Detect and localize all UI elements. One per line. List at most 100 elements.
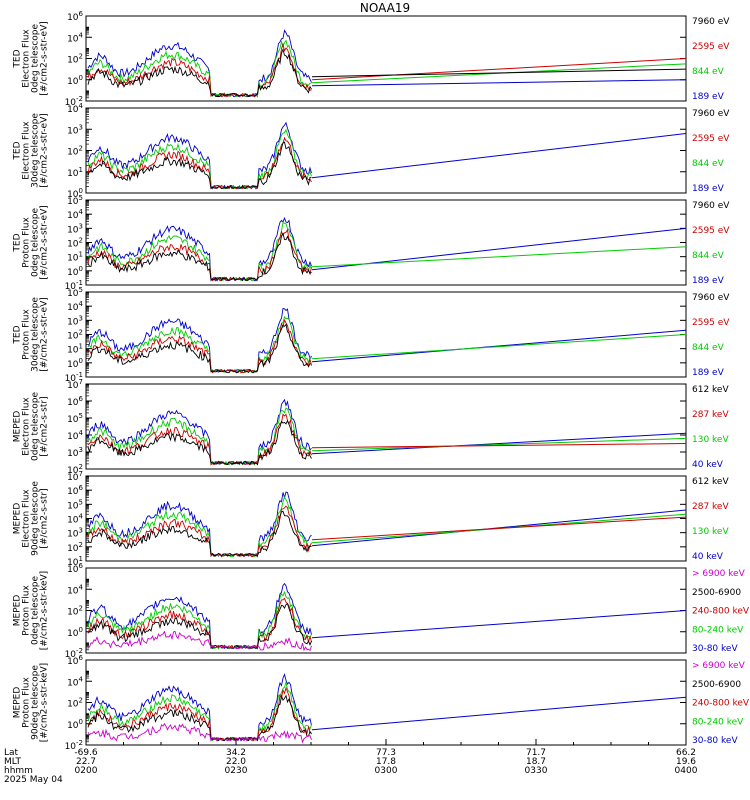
y-tick-label: 106 [67, 10, 83, 23]
y-tick-label: 103 [67, 527, 83, 540]
legend-entry: 7960 eV [692, 17, 730, 27]
y-axis-label-line: TED [13, 233, 23, 252]
x-tick-label-lat: 77.3 [376, 748, 396, 758]
y-tick-label: 101 [67, 343, 83, 356]
series-trace [87, 228, 312, 282]
y-axis-label-line: TED [13, 49, 23, 68]
series-trace [87, 39, 312, 98]
series-trace [87, 216, 312, 282]
y-tick-label: 102 [67, 605, 83, 618]
x-tick-label-time: 0200 [75, 766, 98, 776]
series-trace [87, 722, 312, 744]
legend-entry: 30-80 keV [692, 644, 738, 654]
panel-7: 10-2 100 102 104 106 MEPEDProton Flux0deg tel… [13, 562, 750, 660]
series-extension [311, 329, 686, 363]
legend-entry: 80-240 keV [692, 625, 744, 635]
y-axis-label-line: Proton Flux [22, 677, 32, 728]
y-axis-label: MEPEDElectron Flux90deg telescope[#/cm2-… [13, 481, 50, 556]
y-tick-label: 102 [67, 53, 83, 66]
series-trace [87, 315, 312, 374]
x-row-label: Lat [4, 748, 19, 758]
series-trace [87, 495, 312, 558]
y-tick-label: 106 [67, 562, 83, 575]
legend-entry: 612 keV [692, 385, 729, 395]
panel-2: 100 101 102 103 104 TEDElectron Flux30deg tel… [13, 102, 731, 200]
y-tick-label: 10-1 [65, 279, 83, 292]
x-tick-label-time: 0230 [225, 766, 248, 776]
legend-entry: 2595 eV [692, 134, 730, 144]
y-axis-label-line: Electron Flux [22, 121, 32, 180]
legend-entry: 2595 eV [692, 318, 730, 328]
series-extension [311, 509, 686, 547]
x-tick-label-mlt: 22.0 [226, 757, 246, 767]
y-axis-label-line: 90deg telescope [31, 665, 41, 740]
series-trace [87, 694, 312, 742]
x-tick-label-mlt: 22.7 [76, 757, 96, 767]
chart-title: NOAA19 [360, 1, 410, 15]
y-tick-label: 102 [67, 329, 83, 342]
x-tick-label-lat: -69.6 [74, 748, 98, 758]
y-tick-label: 103 [67, 123, 83, 136]
y-tick-label: 104 [67, 675, 83, 688]
legend-entry: 189 eV [692, 92, 725, 102]
series-trace [87, 232, 312, 282]
series-extension [311, 516, 686, 541]
legend-entry: 130 keV [692, 527, 729, 537]
x-tick-label-lat: 66.2 [676, 748, 696, 758]
y-tick-label: 102 [67, 697, 83, 710]
series-trace [87, 29, 312, 98]
legend-entry: 189 eV [692, 368, 725, 378]
x-tick-label-mlt: 19.6 [676, 757, 696, 767]
x-tick-label-mlt: 17.8 [376, 757, 396, 767]
series-extension [311, 246, 686, 268]
x-row-label: 2025 May 04 [4, 775, 63, 785]
y-tick-label: 101 [67, 251, 83, 264]
y-axis-label: MEPEDElectron Flux0deg telescope[#/cm2-s… [13, 392, 50, 462]
y-axis-label: MEPEDProton Flux90deg telescope[#/cm2-s-… [13, 663, 50, 742]
series-extension [311, 696, 686, 731]
series-trace [87, 602, 312, 650]
y-tick-label: 104 [67, 429, 83, 442]
series-trace [87, 407, 312, 466]
series-trace [87, 48, 312, 97]
series-extension [311, 68, 686, 78]
y-axis-label-line: [#/cm2-s-str-eV] [40, 21, 50, 96]
series-trace [87, 121, 312, 190]
y-axis-label-line: MEPED [13, 411, 23, 443]
y-axis-label: TEDProton Flux30deg telescope[#/cm2-s-st… [13, 297, 50, 372]
series-trace [87, 686, 312, 742]
x-tick-label-time: 0300 [375, 766, 398, 776]
y-tick-label: 101 [67, 555, 83, 568]
y-axis-label-line: [#/cm2-s-str-keV] [40, 571, 50, 650]
y-tick-label: 106 [67, 654, 83, 667]
series-trace [87, 630, 312, 652]
series-trace [87, 419, 312, 466]
y-axis-label-line: [#/cm2-s-str-eV] [40, 205, 50, 280]
legend-entry: 2595 eV [692, 42, 730, 52]
y-axis-label-line: MEPED [13, 687, 23, 719]
y-axis-label-line: 30deg telescope [31, 113, 41, 188]
x-tick-label-time: 0330 [525, 766, 548, 776]
y-axis-label-line: [#/cm2-s-str-keV] [40, 663, 50, 742]
y-axis-label-line: Proton Flux [22, 309, 32, 360]
y-tick-label: 105 [67, 412, 83, 425]
y-axis-label: TEDElectron Flux30deg telescope[#/cm2-s-… [13, 113, 50, 188]
x-row-label: hhmm [4, 766, 33, 776]
y-tick-label: 10-2 [65, 739, 83, 752]
series-extension [311, 133, 686, 179]
y-tick-label: 104 [67, 102, 83, 115]
y-tick-label: 106 [67, 484, 83, 497]
y-axis-label-line: 0deg telescope [31, 208, 41, 278]
panel-data [87, 491, 686, 558]
legend-entry: 240-800 keV [692, 607, 750, 617]
legend-entry: 130 keV [692, 435, 729, 445]
y-axis-label-line: [#/cm2-s-str-eV] [40, 113, 50, 188]
series-trace [87, 510, 312, 557]
x-tick-label-mlt: 18.7 [526, 757, 546, 767]
panel-frame [85, 107, 687, 194]
y-tick-label: 103 [67, 222, 83, 235]
y-tick-label: 10-2 [65, 95, 83, 108]
legend-entry: 612 keV [692, 477, 729, 487]
y-tick-label: 107 [67, 470, 83, 483]
y-tick-label: 102 [67, 541, 83, 554]
